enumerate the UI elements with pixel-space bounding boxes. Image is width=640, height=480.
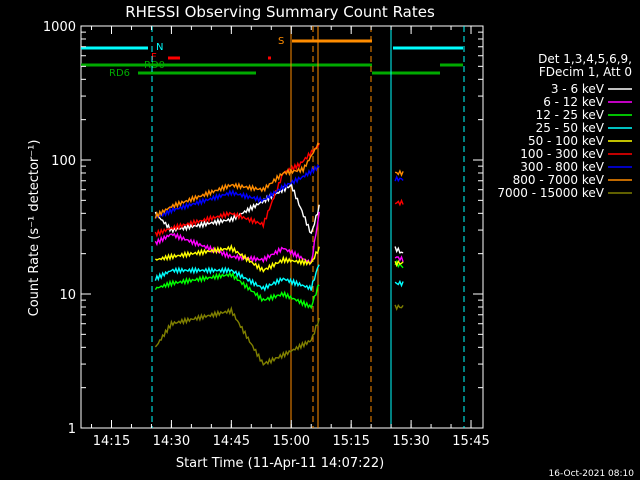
series-line (154, 264, 320, 292)
series-line (394, 304, 404, 311)
x-tick-label: 14:30 (153, 434, 190, 449)
series-line (154, 211, 320, 266)
series-line (394, 255, 404, 263)
x-tick-label: 14:15 (93, 434, 130, 449)
chart-title: RHESSI Observing Summary Count Rates (125, 3, 435, 21)
legend-header: Det 1,3,4,5,6,9, (538, 52, 632, 66)
series-line (154, 142, 320, 219)
y-tick-label: 1000 (43, 20, 76, 35)
legend-header: FDecim 1, Att 0 (539, 65, 632, 79)
legend-entry-label: 12 - 25 keV (536, 108, 605, 122)
legend-entry-label: 50 - 100 keV (528, 134, 605, 148)
series-line (154, 243, 320, 273)
flag-label: F (151, 52, 157, 63)
x-tick-label: 15:45 (452, 434, 489, 449)
y-tick-label: 10 (59, 288, 76, 303)
series-group (154, 142, 404, 367)
x-tick-label: 14:45 (213, 434, 250, 449)
series-line (154, 271, 320, 310)
x-tick-label: 15:00 (273, 434, 310, 449)
series-line (154, 164, 320, 219)
series-line (394, 169, 404, 177)
y-tick-label: 1 (68, 422, 76, 437)
series-line (394, 259, 404, 268)
series-line (394, 174, 404, 183)
series-line (154, 305, 320, 367)
legend-entry-label: 25 - 50 keV (536, 121, 605, 135)
footer-timestamp: 16-Oct-2021 08:10 (549, 469, 635, 479)
legend-entry-label: 6 - 12 keV (543, 95, 605, 109)
series-line (394, 246, 404, 254)
legend-entry-label: 100 - 300 keV (520, 147, 604, 161)
series-line (394, 259, 404, 269)
axes-group: 14:15 14:30 14:45 15:00 15:15 15:30 15:45 1 10 10… (43, 20, 490, 449)
x-axis-label: Start Time (11-Apr-11 14:07:22) (176, 456, 384, 471)
legend-entry-label: 800 - 7000 keV (513, 173, 605, 187)
x-tick-label: 15:15 (332, 434, 369, 449)
legend-entry-label: 7000 - 15000 keV (497, 186, 604, 200)
legend-entry-label: 3 - 6 keV (551, 82, 605, 96)
series-line (394, 279, 404, 288)
flag-label: RD0 (144, 60, 165, 71)
flag-label: N (156, 42, 163, 53)
flag-label: RD6 (109, 68, 130, 79)
legend: Det 1,3,4,5,6,9,FDecim 1, Att 0 3 - 6 keV… (497, 52, 632, 200)
x-tick-label: 15:30 (392, 434, 429, 449)
series-line (154, 142, 320, 238)
series-line (394, 198, 404, 207)
legend-entry-label: 300 - 800 keV (520, 160, 604, 174)
plot-frame (80, 25, 484, 429)
flag-label: S (278, 36, 284, 47)
y-tick-label: 100 (51, 154, 76, 169)
y-axis-label: Count Rate (s⁻¹ detector⁻¹) (27, 140, 42, 317)
